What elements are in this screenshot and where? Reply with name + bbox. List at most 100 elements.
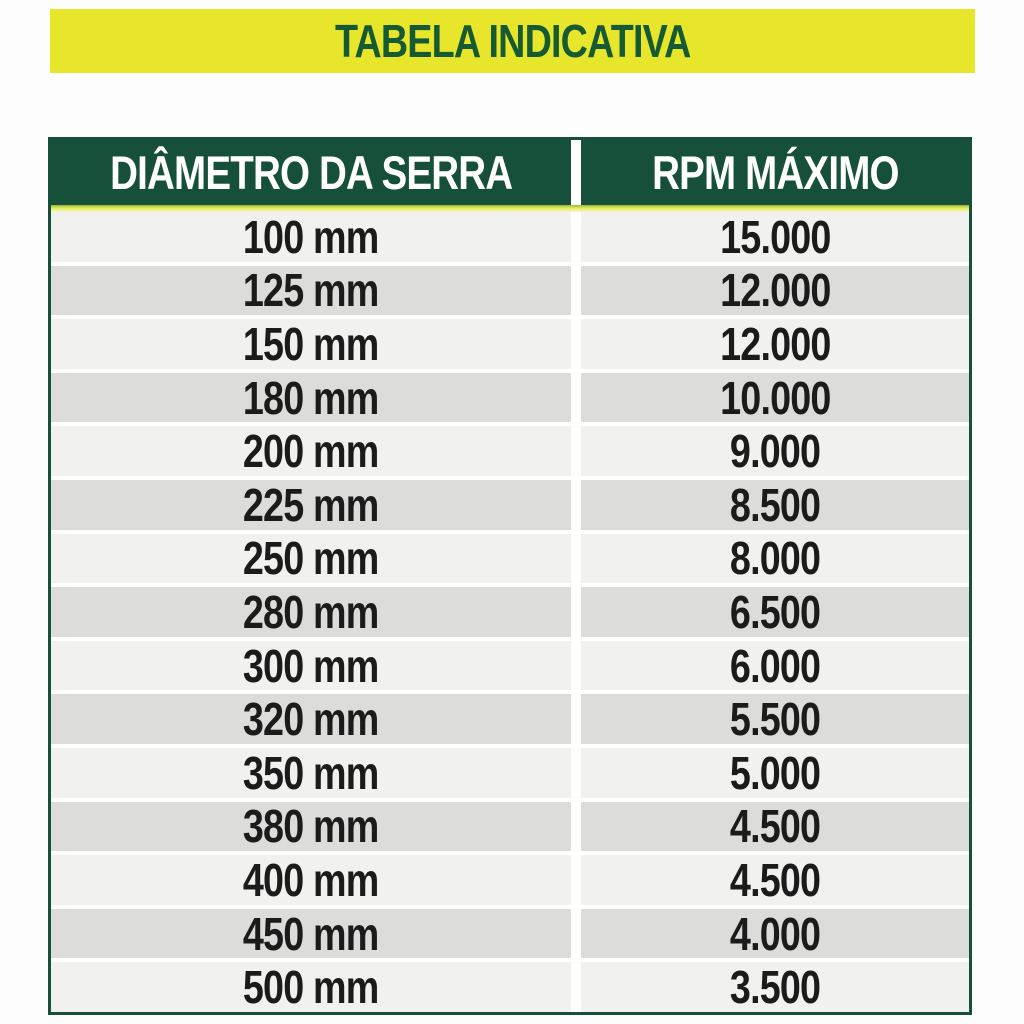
table-row: 200 mm 9.000 — [51, 426, 969, 476]
column-divider — [571, 908, 581, 959]
diameter-cell: 280 mm — [51, 587, 571, 637]
diameter-value: 300 mm — [243, 640, 379, 691]
column-divider — [571, 212, 581, 262]
diameter-value: 100 mm — [243, 212, 379, 262]
table-row: 450 mm 4.000 — [51, 908, 969, 959]
column-divider — [571, 801, 581, 852]
rpm-cell: 4.500 — [581, 801, 969, 852]
accent-line — [51, 205, 969, 212]
rpm-value: 5.500 — [729, 694, 821, 744]
rpm-cell: 3.500 — [581, 962, 969, 1012]
table-row: 125 mm 12.000 — [51, 265, 969, 316]
diameter-cell: 225 mm — [51, 479, 571, 530]
table-row: 500 mm 3.500 — [51, 962, 969, 1012]
rpm-value: 15.000 — [719, 212, 831, 262]
table-row: 400 mm 4.500 — [51, 855, 969, 905]
table-row: 225 mm 8.500 — [51, 479, 969, 530]
table-row: 320 mm 5.500 — [51, 694, 969, 744]
rpm-cell: 12.000 — [581, 319, 969, 369]
diameter-value: 250 mm — [243, 533, 379, 584]
diameter-value: 450 mm — [243, 908, 379, 959]
table-row: 380 mm 4.500 — [51, 801, 969, 852]
diameter-value: 350 mm — [243, 747, 379, 798]
rpm-value: 6.500 — [729, 587, 821, 637]
rpm-cell: 15.000 — [581, 212, 969, 262]
rpm-value: 5.000 — [729, 747, 821, 798]
rpm-value: 8.000 — [729, 533, 821, 584]
rpm-cell: 12.000 — [581, 265, 969, 316]
table-row: 250 mm 8.000 — [51, 533, 969, 584]
table-row: 280 mm 6.500 — [51, 587, 969, 637]
diameter-value: 400 mm — [243, 855, 379, 905]
diameter-cell: 320 mm — [51, 694, 571, 744]
rpm-value: 4.500 — [729, 855, 821, 905]
diameter-value: 500 mm — [243, 962, 379, 1012]
diameter-cell: 400 mm — [51, 855, 571, 905]
rpm-value: 3.500 — [729, 962, 821, 1012]
column-divider — [571, 855, 581, 905]
rpm-cell: 9.000 — [581, 426, 969, 476]
rpm-cell: 5.500 — [581, 694, 969, 744]
diameter-cell: 200 mm — [51, 426, 571, 476]
rpm-value: 6.000 — [729, 640, 821, 691]
column-divider — [571, 587, 581, 637]
diameter-cell: 450 mm — [51, 908, 571, 959]
header-label-rpm: RPM MÁXIMO — [651, 146, 899, 199]
diameter-value: 125 mm — [243, 265, 379, 316]
diameter-value: 320 mm — [243, 694, 379, 744]
rpm-value: 4.500 — [729, 801, 821, 852]
rpm-cell: 4.000 — [581, 908, 969, 959]
column-divider — [571, 640, 581, 691]
column-divider — [571, 265, 581, 316]
header-label-diameter: DIÂMETRO DA SERRA — [109, 146, 513, 199]
table-header: DIÂMETRO DA SERRA RPM MÁXIMO — [51, 140, 969, 205]
page-title: TABELA INDICATIVA — [334, 15, 691, 67]
header-cell-diameter: DIÂMETRO DA SERRA — [51, 140, 571, 205]
rpm-cell: 6.500 — [581, 587, 969, 637]
rpm-table: DIÂMETRO DA SERRA RPM MÁXIMO 100 mm 15.0… — [48, 137, 972, 1015]
rpm-cell: 4.500 — [581, 855, 969, 905]
diameter-value: 225 mm — [243, 479, 379, 530]
diameter-value: 200 mm — [243, 426, 379, 476]
table-row: 100 mm 15.000 — [51, 212, 969, 262]
rpm-cell: 5.000 — [581, 747, 969, 798]
table-row: 350 mm 5.000 — [51, 747, 969, 798]
table-row: 180 mm 10.000 — [51, 372, 969, 423]
table-row: 150 mm 12.000 — [51, 319, 969, 369]
rpm-cell: 10.000 — [581, 372, 969, 423]
table-row: 300 mm 6.000 — [51, 640, 969, 691]
header-cell-rpm: RPM MÁXIMO — [581, 140, 969, 205]
rpm-cell: 8.500 — [581, 479, 969, 530]
column-divider — [571, 747, 581, 798]
table-body: 100 mm 15.000 125 mm 12.000 150 mm 12.00… — [51, 212, 969, 1012]
column-divider — [571, 479, 581, 530]
column-divider — [571, 140, 581, 205]
diameter-cell: 150 mm — [51, 319, 571, 369]
diameter-value: 180 mm — [243, 372, 379, 423]
rpm-value: 4.000 — [729, 908, 821, 959]
rpm-value: 12.000 — [719, 319, 831, 369]
column-divider — [571, 426, 581, 476]
rpm-value: 10.000 — [719, 372, 831, 423]
diameter-value: 380 mm — [243, 801, 379, 852]
title-banner: TABELA INDICATIVA — [50, 9, 975, 73]
diameter-cell: 500 mm — [51, 962, 571, 1012]
diameter-value: 280 mm — [243, 587, 379, 637]
rpm-value: 9.000 — [729, 426, 821, 476]
column-divider — [571, 372, 581, 423]
diameter-cell: 125 mm — [51, 265, 571, 316]
column-divider — [571, 962, 581, 1012]
rpm-value: 12.000 — [719, 265, 831, 316]
rpm-cell: 6.000 — [581, 640, 969, 691]
rpm-value: 8.500 — [729, 479, 821, 530]
diameter-cell: 380 mm — [51, 801, 571, 852]
diameter-cell: 250 mm — [51, 533, 571, 584]
diameter-value: 150 mm — [243, 319, 379, 369]
diameter-cell: 350 mm — [51, 747, 571, 798]
rpm-cell: 8.000 — [581, 533, 969, 584]
diameter-cell: 100 mm — [51, 212, 571, 262]
diameter-cell: 180 mm — [51, 372, 571, 423]
column-divider — [571, 319, 581, 369]
column-divider — [571, 694, 581, 744]
